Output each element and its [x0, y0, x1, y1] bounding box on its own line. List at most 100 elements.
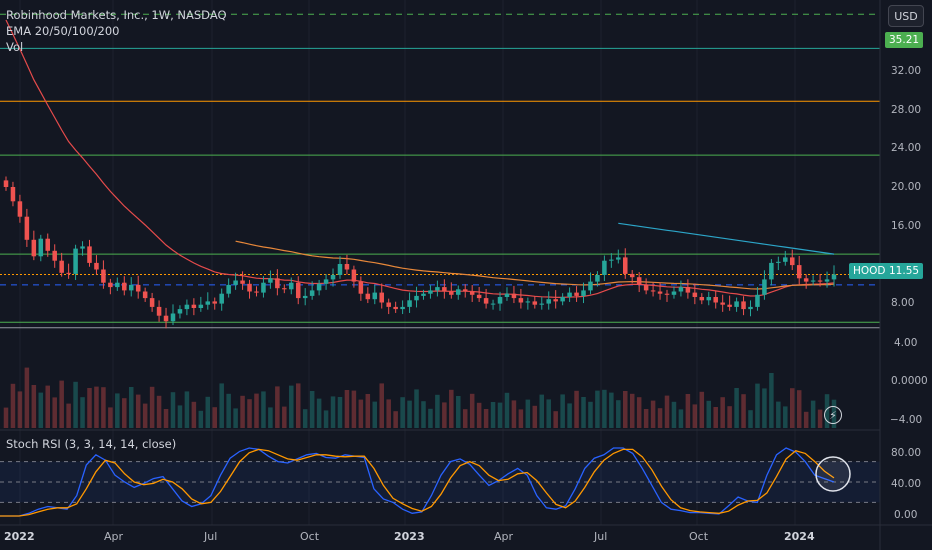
candle-body	[796, 265, 802, 279]
volume-bar	[741, 394, 746, 428]
volume-bar	[783, 406, 788, 428]
candle-body	[149, 298, 155, 307]
candle-body	[469, 291, 475, 295]
candle-body	[421, 293, 426, 296]
volume-bar	[52, 397, 57, 428]
volume-bar	[17, 391, 23, 428]
volume-bar	[344, 390, 350, 428]
candle-body	[163, 315, 169, 322]
volume-bar	[400, 397, 405, 428]
candle-body	[45, 238, 51, 251]
candle-body	[539, 303, 545, 305]
candle-body	[783, 257, 788, 262]
candle-body	[769, 262, 774, 280]
volume-bar	[289, 385, 294, 428]
symbol-tag: HOOD	[849, 263, 890, 279]
volume-bar	[323, 410, 329, 428]
volume-bar	[73, 381, 78, 428]
volume-bar	[184, 391, 190, 428]
candle-body	[428, 290, 433, 294]
time-label: 2022	[4, 530, 35, 543]
candle-body	[115, 282, 120, 288]
volume-bar	[247, 399, 252, 428]
candle-body	[490, 303, 496, 305]
volume-bar	[309, 391, 315, 428]
candlesticks	[3, 176, 837, 329]
volume-bar	[337, 397, 343, 428]
candle-body	[776, 261, 781, 263]
volume-bar	[240, 395, 245, 428]
candle-body	[87, 246, 92, 263]
currency-button[interactable]: USD	[888, 5, 924, 27]
candle-body	[247, 283, 252, 292]
volume-bar	[692, 404, 698, 428]
time-label: Apr	[494, 530, 514, 543]
volume-bar	[295, 383, 301, 428]
volume-tick: 4.00	[894, 337, 918, 349]
volume-bar	[358, 399, 364, 428]
grid-lines	[19, 0, 796, 525]
volume-bar	[428, 408, 433, 428]
candle-body	[302, 295, 308, 299]
volume-bar	[616, 400, 621, 428]
candle-body	[254, 291, 259, 293]
candle-body	[685, 287, 691, 293]
volume-bar	[163, 409, 169, 428]
volume-bar	[706, 400, 712, 428]
volume-bar	[407, 400, 412, 428]
volume-bar	[727, 406, 732, 428]
volume-bar	[128, 387, 134, 428]
volume-bar	[156, 395, 162, 428]
candle-body	[803, 278, 809, 282]
volume-bar	[115, 393, 120, 428]
volume-bars	[3, 367, 837, 428]
resistance-price-tag: 35.21	[885, 32, 924, 48]
candle-body	[135, 284, 141, 292]
volume-bar	[135, 394, 141, 428]
volume-bar	[149, 386, 155, 428]
candle-body	[622, 257, 628, 274]
ema-fast-line	[5, 19, 835, 298]
volume-bar	[803, 411, 809, 428]
ema-lines	[5, 19, 835, 298]
candle-body	[10, 187, 16, 202]
candle-body	[734, 301, 739, 307]
candle-body	[616, 257, 621, 260]
volume-bar	[581, 397, 586, 428]
highlight-circle	[815, 456, 851, 492]
candle-body	[128, 284, 134, 291]
candle-body	[400, 306, 405, 310]
candle-body	[80, 246, 85, 249]
price-tick: 24.00	[891, 142, 922, 154]
price-tick: 32.00	[891, 65, 922, 77]
volume-bar	[80, 397, 85, 428]
volume-bar	[789, 388, 795, 428]
volume-tick: 0.0000	[891, 375, 928, 387]
candle-body	[289, 282, 294, 290]
ema-legend[interactable]: EMA 20/50/100/200	[6, 24, 120, 38]
candle-body	[358, 281, 364, 294]
volume-legend[interactable]: Vol	[6, 40, 24, 54]
candle-body	[73, 248, 78, 274]
candle-body	[713, 297, 718, 303]
candle-body	[560, 297, 565, 302]
candle-body	[762, 279, 767, 295]
candle-body	[282, 288, 287, 290]
volume-bar	[212, 407, 218, 428]
lightning-bolt-icon[interactable]: ⚡	[824, 406, 842, 424]
time-label: Apr	[104, 530, 124, 543]
volume-bar	[261, 391, 266, 428]
volume-bar	[330, 396, 336, 428]
candle-body	[449, 291, 454, 295]
candle-body	[59, 260, 64, 273]
volume-bar	[525, 399, 531, 428]
stoch-rsi-panel	[0, 447, 880, 517]
volume-bar	[94, 386, 99, 428]
volume-bar	[629, 393, 635, 428]
stoch-rsi-legend[interactable]: Stoch RSI (3, 3, 14, 14, close)	[6, 437, 177, 451]
volume-bar	[504, 392, 510, 428]
volume-bar	[776, 401, 781, 428]
price-tick: 16.00	[891, 220, 922, 232]
candle-body	[407, 300, 412, 307]
